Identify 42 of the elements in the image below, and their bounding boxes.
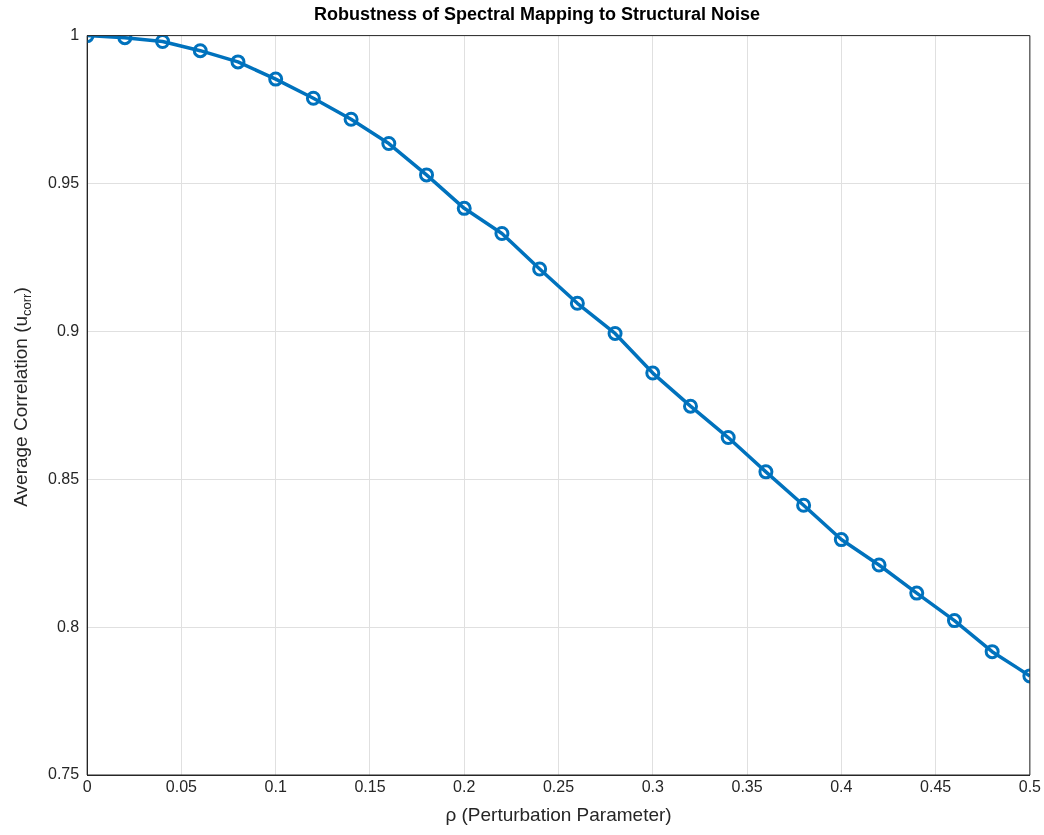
point [607, 325, 623, 341]
x-tick-label: 0.4 [830, 778, 853, 796]
point [192, 43, 208, 59]
point [419, 167, 435, 183]
chart-title: Robustness of Spectral Mapping to Structural Noise [313, 3, 761, 24]
point [268, 71, 284, 87]
point [645, 365, 661, 381]
point [720, 430, 736, 446]
y-tick-label: 0.95 [48, 173, 80, 191]
x-tick-label: 0 [82, 778, 92, 796]
y-tick-label: 0.75 [48, 765, 80, 783]
y-tick-label: 0.9 [56, 321, 80, 339]
point [494, 225, 510, 241]
x-tick-label: 0.45 [920, 778, 952, 796]
point [230, 54, 246, 70]
point [682, 398, 698, 414]
point [381, 136, 397, 152]
point [305, 90, 321, 106]
point [871, 557, 887, 573]
point [758, 464, 774, 480]
point [796, 497, 812, 513]
point [456, 200, 472, 216]
point [946, 613, 962, 629]
point [155, 35, 171, 50]
x-tick-label: 0.3 [641, 778, 664, 796]
x-tick-label: 0.15 [354, 778, 386, 796]
x-tick-label: 0.2 [453, 778, 476, 796]
x-tick-label: 0.5 [1018, 778, 1042, 796]
y-tick-label: 0.8 [56, 617, 80, 635]
y-tick-label: 0.85 [48, 469, 80, 487]
point [569, 295, 585, 311]
x-tick-label: 0.35 [731, 778, 763, 796]
x-tick-label: 0.1 [264, 778, 287, 796]
x-tick-label: 0.25 [542, 778, 575, 796]
y-tick-label: 1 [70, 26, 80, 44]
point [984, 644, 1000, 660]
point [909, 585, 925, 601]
x-axis-title: ρ (Perturbation Parameter) [445, 803, 672, 825]
point [833, 532, 849, 548]
x-tick-label: 0.05 [165, 778, 198, 796]
point [532, 261, 548, 277]
point [343, 111, 359, 127]
